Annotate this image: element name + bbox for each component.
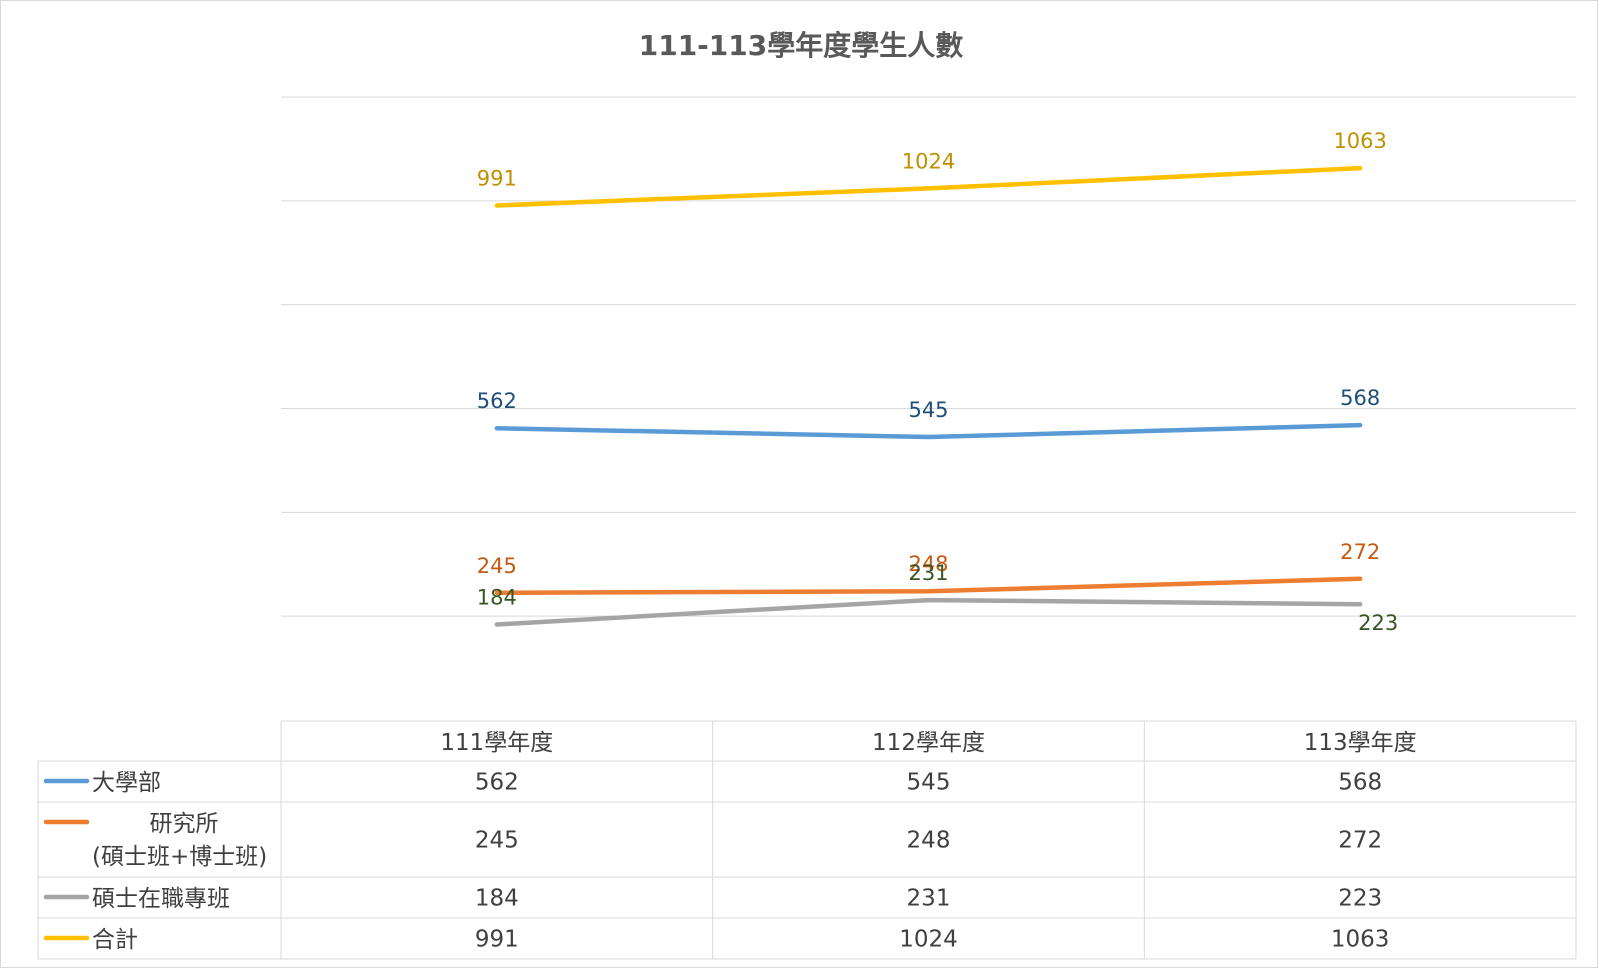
data-label: 568	[1340, 386, 1380, 410]
table-cell-value: 545	[907, 770, 951, 796]
series-line	[494, 165, 1363, 208]
table-cell-value: 245	[475, 828, 519, 854]
series-lines	[494, 165, 1363, 627]
table-cell-value: 248	[907, 828, 951, 854]
data-label: 991	[477, 167, 517, 191]
series-line	[494, 576, 1363, 596]
legend-label: 碩士在職專班	[92, 886, 230, 912]
legend-label: 研究所	[150, 811, 219, 837]
category-label: 113學年度	[1304, 730, 1417, 756]
table-cell-value: 562	[475, 770, 519, 796]
gridlines	[281, 96, 1576, 617]
data-labels: 562 545 568 245 248 272 184 231 223 991 1024 1063	[477, 129, 1398, 635]
table-cell-value: 1063	[1331, 927, 1390, 953]
data-label: 562	[477, 389, 517, 413]
data-label: 231	[908, 561, 948, 585]
table-cell-value: 272	[1338, 828, 1382, 854]
table-cell-value: 184	[475, 886, 519, 912]
data-label: 1024	[902, 149, 955, 173]
legend-label: (碩士班+博士班)	[92, 844, 267, 870]
data-label: 223	[1358, 611, 1398, 635]
table-cell-value: 991	[475, 927, 519, 953]
series-line	[494, 422, 1363, 440]
legend-label: 合計	[92, 927, 138, 953]
table-cell-value: 568	[1338, 770, 1382, 796]
category-label: 111學年度	[440, 730, 553, 756]
table-cell-value: 223	[1338, 886, 1382, 912]
data-label: 248	[908, 552, 948, 576]
data-label: 545	[908, 398, 948, 422]
chart-title: 111-113學年度學生人數	[639, 29, 964, 62]
series-line	[494, 597, 1363, 627]
data-label: 245	[477, 554, 517, 578]
data-label: 184	[477, 585, 517, 609]
table-cell-value: 231	[907, 886, 951, 912]
data-label: 272	[1340, 540, 1380, 564]
table-cell-value: 1024	[899, 927, 958, 953]
category-label: 112學年度	[872, 730, 985, 756]
legend-label: 大學部	[92, 770, 161, 796]
data-label: 1063	[1333, 129, 1386, 153]
